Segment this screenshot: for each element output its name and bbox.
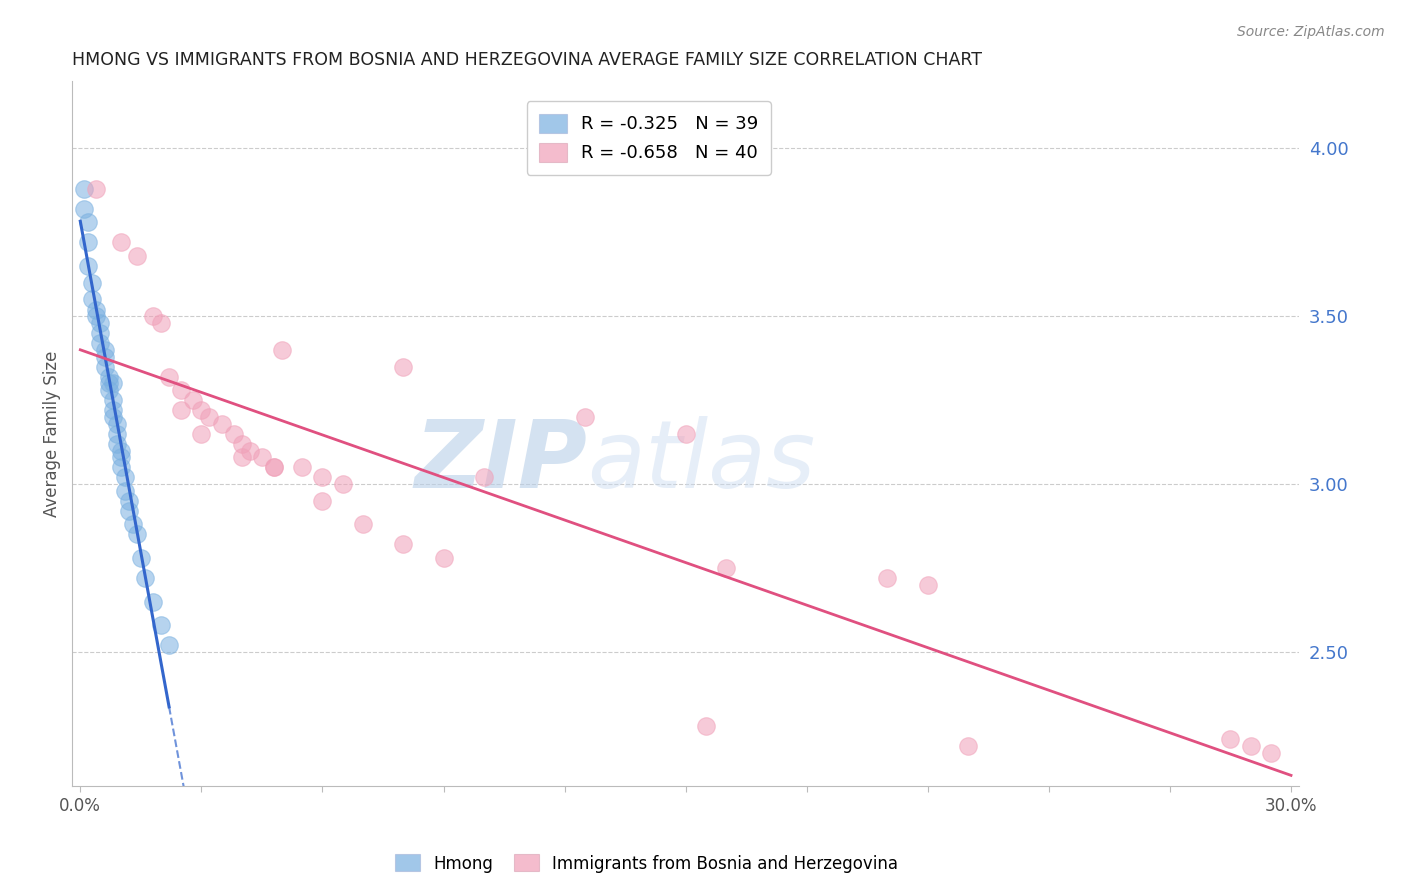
Point	[114, 470, 136, 484]
Point	[125, 527, 148, 541]
Point	[86, 302, 108, 317]
Point	[105, 437, 128, 451]
Point	[675, 426, 697, 441]
Point	[432, 550, 454, 565]
Point	[957, 739, 980, 753]
Point	[101, 393, 124, 408]
Point	[714, 561, 737, 575]
Point	[574, 409, 596, 424]
Legend: R = -0.325   N = 39, R = -0.658   N = 40: R = -0.325 N = 39, R = -0.658 N = 40	[527, 101, 770, 175]
Point	[250, 450, 273, 465]
Point	[118, 494, 141, 508]
Point	[198, 409, 221, 424]
Point	[291, 460, 314, 475]
Point	[311, 470, 333, 484]
Y-axis label: Average Family Size: Average Family Size	[44, 351, 60, 517]
Text: atlas: atlas	[588, 417, 815, 508]
Point	[392, 537, 415, 551]
Point	[239, 443, 262, 458]
Point	[190, 426, 212, 441]
Point	[77, 259, 100, 273]
Point	[695, 719, 717, 733]
Point	[97, 376, 120, 391]
Point	[211, 417, 233, 431]
Point	[170, 383, 193, 397]
Point	[121, 517, 143, 532]
Point	[157, 638, 180, 652]
Point	[231, 437, 253, 451]
Point	[101, 403, 124, 417]
Point	[110, 443, 132, 458]
Point	[472, 470, 495, 484]
Point	[134, 571, 156, 585]
Point	[86, 182, 108, 196]
Point	[352, 517, 374, 532]
Point	[263, 460, 285, 475]
Point	[1240, 739, 1263, 753]
Point	[82, 293, 104, 307]
Point	[150, 618, 173, 632]
Point	[93, 350, 115, 364]
Point	[181, 393, 204, 408]
Point	[129, 550, 152, 565]
Point	[392, 359, 415, 374]
Point	[332, 477, 354, 491]
Point	[170, 403, 193, 417]
Text: ZIP: ZIP	[415, 416, 588, 508]
Point	[1260, 746, 1282, 760]
Point	[876, 571, 898, 585]
Point	[82, 276, 104, 290]
Point	[89, 316, 111, 330]
Point	[97, 383, 120, 397]
Point	[89, 336, 111, 351]
Point	[89, 326, 111, 340]
Point	[105, 426, 128, 441]
Point	[73, 202, 96, 216]
Point	[125, 249, 148, 263]
Point	[917, 578, 939, 592]
Point	[1219, 732, 1241, 747]
Point	[231, 450, 253, 465]
Point	[110, 450, 132, 465]
Point	[86, 310, 108, 324]
Text: HMONG VS IMMIGRANTS FROM BOSNIA AND HERZEGOVINA AVERAGE FAMILY SIZE CORRELATION : HMONG VS IMMIGRANTS FROM BOSNIA AND HERZ…	[72, 51, 983, 69]
Point	[110, 460, 132, 475]
Point	[142, 594, 165, 608]
Point	[93, 343, 115, 357]
Legend: Hmong, Immigrants from Bosnia and Herzegovina: Hmong, Immigrants from Bosnia and Herzeg…	[389, 847, 904, 880]
Point	[157, 369, 180, 384]
Point	[105, 417, 128, 431]
Point	[77, 215, 100, 229]
Point	[73, 182, 96, 196]
Point	[118, 504, 141, 518]
Point	[142, 310, 165, 324]
Point	[263, 460, 285, 475]
Point	[222, 426, 245, 441]
Point	[271, 343, 294, 357]
Point	[97, 369, 120, 384]
Point	[101, 376, 124, 391]
Point	[77, 235, 100, 250]
Point	[110, 235, 132, 250]
Point	[311, 494, 333, 508]
Point	[114, 483, 136, 498]
Point	[150, 316, 173, 330]
Point	[93, 359, 115, 374]
Text: Source: ZipAtlas.com: Source: ZipAtlas.com	[1237, 25, 1385, 39]
Point	[101, 409, 124, 424]
Point	[190, 403, 212, 417]
